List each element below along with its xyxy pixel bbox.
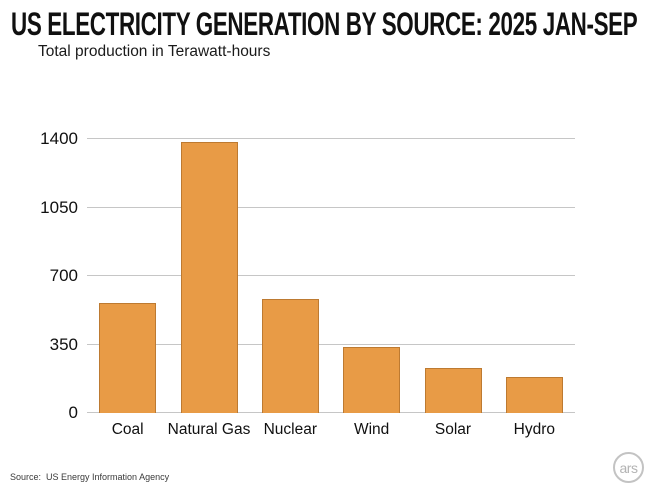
page-subtitle: Total production in Terawatt-hours (38, 43, 271, 60)
bar-nuclear (261, 298, 319, 413)
page-title: US ELECTRICITY GENERATION BY SOURCE: 202… (11, 6, 638, 42)
gridline-y-1050 (87, 206, 575, 208)
gridline-y-0 (87, 412, 575, 413)
y-tick-label: 1050 (40, 197, 78, 217)
source-note: Source: US Energy Information Agency (10, 472, 170, 482)
bar-solar (424, 368, 482, 413)
x-tick-label-coal: Coal (111, 421, 144, 438)
bar-coal (99, 303, 157, 413)
x-tick-label-wind: Wind (353, 421, 390, 438)
x-tick-label-solar: Solar (434, 421, 472, 438)
y-tick-label: 1400 (40, 129, 78, 148)
y-tick-label: 0 (68, 403, 78, 422)
x-tick-label-natural-gas: Natural Gas (167, 421, 251, 438)
y-tick-label: 350 (49, 334, 78, 354)
x-tick-label-nuclear: Nuclear (263, 421, 318, 438)
bar-natural-gas (180, 141, 238, 413)
gridline-y-1400 (87, 138, 575, 139)
gridline-y-350 (87, 343, 575, 345)
y-tick-label: 700 (49, 266, 78, 285)
bar-hydro (505, 376, 563, 413)
x-tick-label-hydro: Hydro (513, 421, 555, 438)
bar-wind (343, 347, 401, 413)
gridline-y-700 (87, 275, 575, 276)
bar-chart-plot-area: 0 350 700 1050 1400 Coal Natural Gas Nuclear Win… (40, 130, 575, 438)
ars-logo-text: ars (619, 459, 638, 476)
ars-logo: ars (613, 452, 644, 483)
